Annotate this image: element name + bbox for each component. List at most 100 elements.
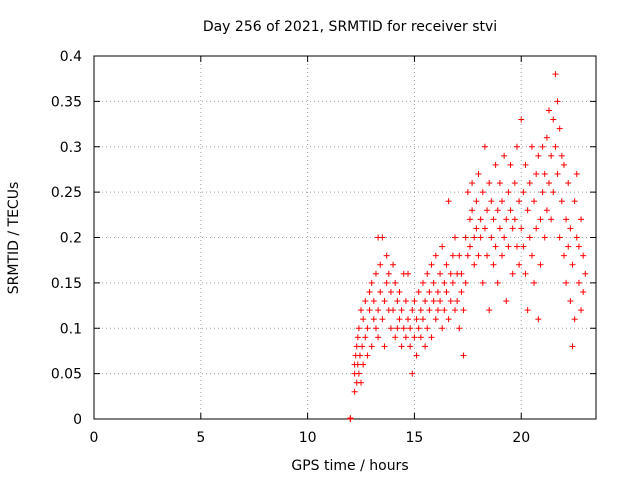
data-point	[518, 116, 525, 123]
data-point	[558, 152, 565, 159]
data-point	[432, 252, 439, 259]
data-point	[528, 252, 535, 259]
data-point	[462, 234, 469, 241]
y-tick-label: 0.25	[51, 185, 82, 201]
data-point	[359, 343, 366, 350]
data-point	[358, 379, 365, 386]
data-point	[407, 325, 414, 332]
data-point	[396, 316, 403, 323]
data-point	[550, 116, 557, 123]
data-point	[366, 307, 373, 314]
data-point	[543, 207, 550, 214]
data-point	[513, 143, 520, 150]
data-point	[496, 180, 503, 187]
data-point	[354, 361, 361, 368]
data-point	[424, 325, 431, 332]
data-point	[479, 189, 486, 196]
data-point	[567, 225, 574, 232]
data-point	[479, 279, 486, 286]
data-point	[469, 180, 476, 187]
data-point	[481, 143, 488, 150]
x-tick-label: 0	[90, 430, 99, 446]
data-point	[417, 307, 424, 314]
data-point	[541, 234, 548, 241]
data-point	[364, 352, 371, 359]
data-point	[394, 298, 401, 305]
y-tick-label: 0.2	[60, 231, 82, 247]
data-point	[385, 270, 392, 277]
data-point	[509, 225, 516, 232]
data-point	[426, 288, 433, 295]
data-point	[528, 143, 535, 150]
data-point	[466, 243, 473, 250]
data-point	[471, 261, 478, 268]
data-point	[520, 189, 527, 196]
data-point	[464, 252, 471, 259]
y-tick-label: 0.3	[60, 140, 82, 156]
data-point	[575, 243, 582, 250]
y-tick-label: 0.1	[60, 321, 82, 337]
data-point	[375, 307, 382, 314]
data-point	[428, 334, 435, 341]
x-tick-label: 10	[299, 430, 317, 446]
data-point	[428, 261, 435, 268]
data-point	[492, 161, 499, 168]
data-point	[580, 252, 587, 259]
data-point	[488, 234, 495, 241]
data-point	[475, 252, 482, 259]
data-point	[546, 180, 553, 187]
data-point	[505, 189, 512, 196]
data-point	[513, 243, 520, 250]
data-point	[554, 98, 561, 105]
data-point	[554, 170, 561, 177]
data-point	[563, 279, 570, 286]
data-point	[394, 325, 401, 332]
data-point	[347, 415, 354, 422]
data-point	[567, 298, 574, 305]
data-point	[356, 352, 363, 359]
data-point	[558, 198, 565, 205]
data-point	[573, 170, 580, 177]
data-point	[439, 325, 446, 332]
data-point	[362, 334, 369, 341]
data-point	[546, 107, 553, 114]
data-point	[499, 198, 506, 205]
data-point	[447, 270, 454, 277]
data-point	[434, 288, 441, 295]
data-point	[381, 343, 388, 350]
data-point	[473, 198, 480, 205]
y-tick-label: 0.15	[51, 276, 82, 292]
data-point	[415, 325, 422, 332]
data-point	[424, 270, 431, 277]
data-point	[481, 225, 488, 232]
data-point	[375, 334, 382, 341]
data-point	[372, 325, 379, 332]
data-point	[396, 288, 403, 295]
data-point	[543, 134, 550, 141]
data-point	[569, 261, 576, 268]
data-point	[494, 279, 501, 286]
data-point	[387, 325, 394, 332]
data-point	[556, 125, 563, 132]
data-point	[398, 307, 405, 314]
data-point	[360, 361, 367, 368]
data-point	[355, 325, 362, 332]
data-point	[550, 189, 557, 196]
data-point	[447, 298, 454, 305]
data-point	[415, 288, 422, 295]
data-point	[516, 198, 523, 205]
data-point	[571, 198, 578, 205]
data-point	[524, 207, 531, 214]
data-point	[531, 198, 538, 205]
data-point	[501, 234, 508, 241]
data-point	[392, 279, 399, 286]
data-point	[413, 316, 420, 323]
data-point	[405, 316, 412, 323]
data-point	[454, 298, 461, 305]
data-point	[409, 307, 416, 314]
y-tick-label: 0.4	[60, 49, 82, 65]
data-point	[484, 207, 491, 214]
data-point	[471, 234, 478, 241]
data-point	[486, 307, 493, 314]
data-point	[449, 252, 456, 259]
